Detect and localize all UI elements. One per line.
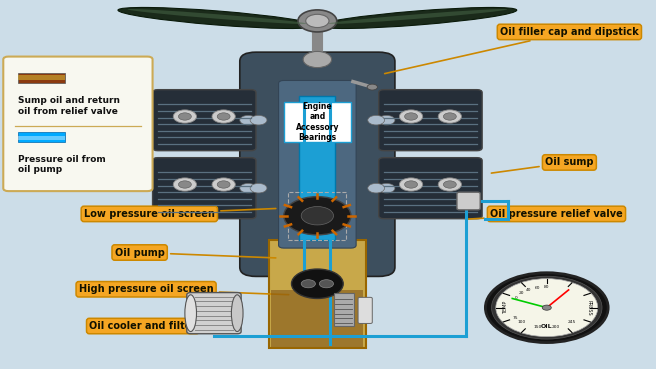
Text: TEMP: TEMP xyxy=(502,301,508,314)
Circle shape xyxy=(368,183,384,193)
FancyBboxPatch shape xyxy=(269,239,366,348)
FancyBboxPatch shape xyxy=(272,290,363,346)
Circle shape xyxy=(173,178,197,191)
Text: High pressure oil screen: High pressure oil screen xyxy=(79,284,289,295)
Ellipse shape xyxy=(127,9,307,24)
Text: 40: 40 xyxy=(526,288,532,292)
Circle shape xyxy=(400,110,422,123)
FancyBboxPatch shape xyxy=(153,90,256,151)
Circle shape xyxy=(443,181,457,188)
Circle shape xyxy=(303,51,331,68)
Text: Low pressure oil screen: Low pressure oil screen xyxy=(84,208,276,219)
Text: 75: 75 xyxy=(513,316,519,320)
FancyBboxPatch shape xyxy=(379,158,482,219)
Text: Pressure oil from
oil pump: Pressure oil from oil pump xyxy=(18,155,106,175)
FancyBboxPatch shape xyxy=(240,52,395,276)
FancyBboxPatch shape xyxy=(18,132,65,142)
Text: Oil pump: Oil pump xyxy=(115,248,276,258)
Circle shape xyxy=(496,279,598,337)
Circle shape xyxy=(212,110,236,123)
Text: Oil sump: Oil sump xyxy=(491,158,594,173)
Circle shape xyxy=(240,115,256,125)
Text: OIL: OIL xyxy=(541,324,552,330)
Circle shape xyxy=(485,273,608,342)
Text: Oil pressure relief valve: Oil pressure relief valve xyxy=(466,209,623,219)
FancyBboxPatch shape xyxy=(18,75,65,80)
Circle shape xyxy=(367,84,377,90)
Text: 245: 245 xyxy=(567,320,576,324)
Circle shape xyxy=(400,178,422,191)
Circle shape xyxy=(301,280,316,288)
Circle shape xyxy=(405,113,417,120)
Circle shape xyxy=(368,115,384,125)
Circle shape xyxy=(178,181,192,188)
Text: Oil filler cap and dipstick: Oil filler cap and dipstick xyxy=(384,27,639,73)
Circle shape xyxy=(301,207,333,225)
Circle shape xyxy=(217,181,230,188)
Circle shape xyxy=(438,110,461,123)
Circle shape xyxy=(443,113,457,120)
Text: 20: 20 xyxy=(519,292,524,295)
Text: PRESS: PRESS xyxy=(586,300,591,315)
Circle shape xyxy=(240,183,256,193)
Circle shape xyxy=(250,115,267,125)
Circle shape xyxy=(250,183,267,193)
Circle shape xyxy=(491,276,602,339)
FancyBboxPatch shape xyxy=(358,297,373,324)
Text: Engine
and
Accessory
Bearings: Engine and Accessory Bearings xyxy=(296,102,339,142)
Ellipse shape xyxy=(328,9,507,24)
FancyBboxPatch shape xyxy=(334,293,354,326)
FancyBboxPatch shape xyxy=(187,293,241,334)
Text: 80: 80 xyxy=(544,285,550,289)
FancyBboxPatch shape xyxy=(153,158,256,219)
FancyBboxPatch shape xyxy=(3,56,153,191)
Circle shape xyxy=(212,178,236,191)
Circle shape xyxy=(378,183,395,193)
Circle shape xyxy=(291,269,343,299)
FancyBboxPatch shape xyxy=(279,80,356,248)
Circle shape xyxy=(405,181,417,188)
Circle shape xyxy=(438,178,461,191)
Text: 60: 60 xyxy=(535,286,541,290)
Circle shape xyxy=(378,115,395,125)
Text: Sump oil and return
oil from relief valve: Sump oil and return oil from relief valv… xyxy=(18,96,120,115)
Text: 0: 0 xyxy=(514,296,518,300)
Circle shape xyxy=(298,10,337,32)
Ellipse shape xyxy=(118,7,316,28)
Circle shape xyxy=(543,305,551,310)
Circle shape xyxy=(284,197,351,235)
Circle shape xyxy=(173,110,197,123)
Ellipse shape xyxy=(318,7,517,28)
FancyBboxPatch shape xyxy=(299,96,335,239)
FancyBboxPatch shape xyxy=(18,73,65,83)
Circle shape xyxy=(306,14,329,28)
Text: Oil cooler and filter: Oil cooler and filter xyxy=(89,321,224,331)
FancyBboxPatch shape xyxy=(284,102,351,142)
Text: 150: 150 xyxy=(533,325,542,329)
FancyBboxPatch shape xyxy=(379,90,482,151)
Circle shape xyxy=(319,280,333,288)
Circle shape xyxy=(217,113,230,120)
Text: 100: 100 xyxy=(518,320,525,324)
Text: 200: 200 xyxy=(552,325,560,329)
Circle shape xyxy=(178,113,192,120)
Ellipse shape xyxy=(232,295,243,331)
Ellipse shape xyxy=(185,295,197,331)
FancyBboxPatch shape xyxy=(457,192,480,210)
FancyBboxPatch shape xyxy=(18,136,65,139)
